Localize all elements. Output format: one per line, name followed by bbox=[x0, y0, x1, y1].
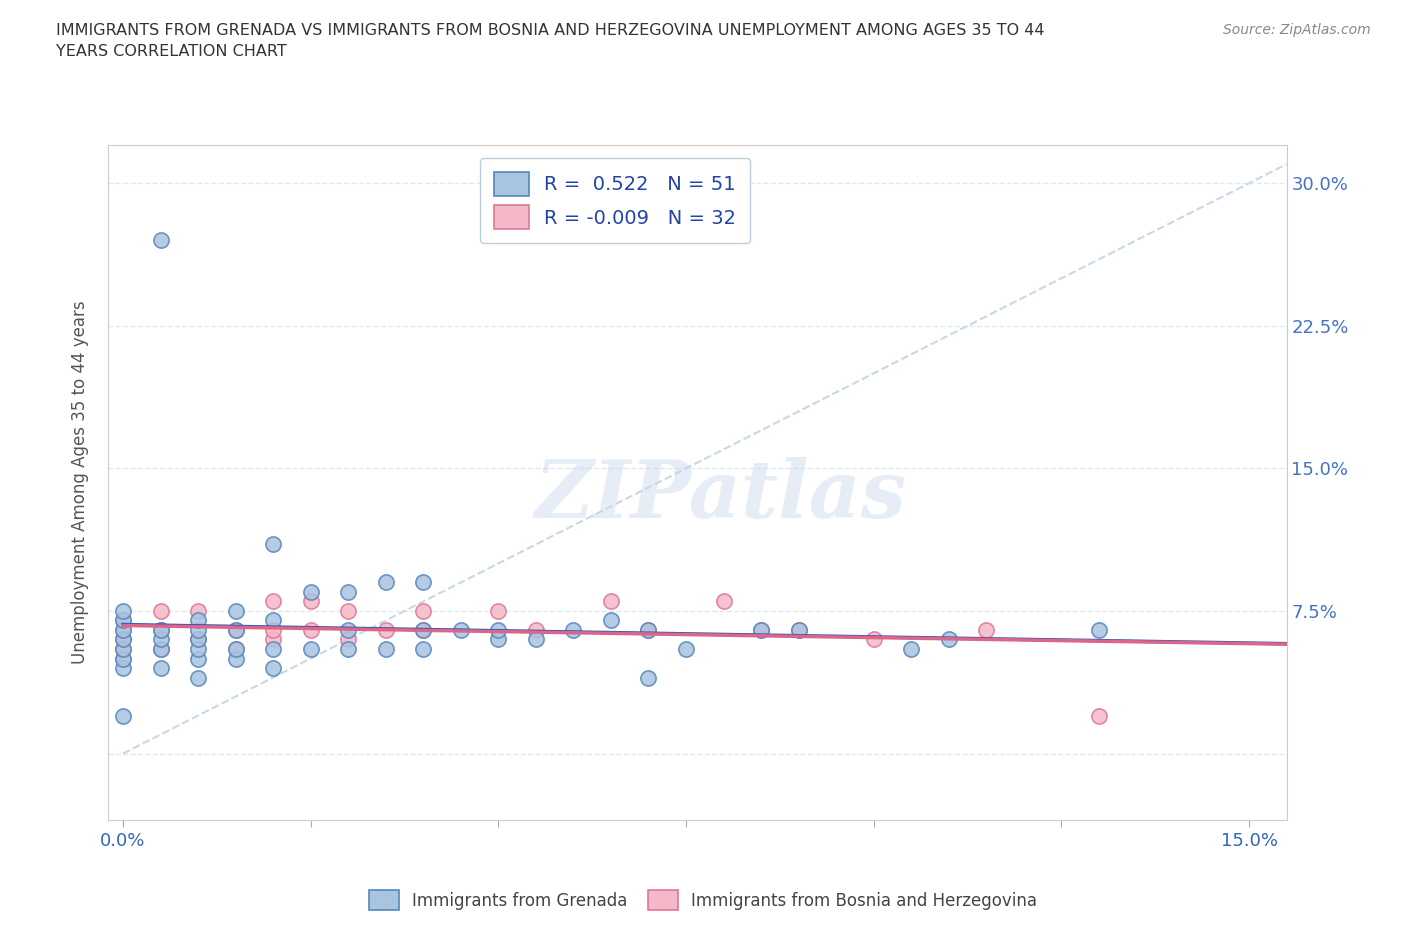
Point bbox=[187, 642, 209, 657]
Point bbox=[299, 585, 322, 600]
Point bbox=[111, 632, 134, 647]
Point bbox=[262, 642, 284, 657]
Point bbox=[225, 642, 247, 657]
Point bbox=[749, 622, 772, 637]
Point bbox=[225, 651, 247, 666]
Point bbox=[187, 632, 209, 647]
Point bbox=[149, 622, 172, 637]
Point bbox=[111, 622, 134, 637]
Point bbox=[262, 594, 284, 609]
Point bbox=[111, 632, 134, 647]
Point bbox=[111, 613, 134, 628]
Point bbox=[111, 642, 134, 657]
Point bbox=[637, 622, 659, 637]
Point bbox=[187, 632, 209, 647]
Point bbox=[225, 622, 247, 637]
Y-axis label: Unemployment Among Ages 35 to 44 years: Unemployment Among Ages 35 to 44 years bbox=[72, 300, 89, 664]
Point bbox=[149, 604, 172, 618]
Point bbox=[262, 622, 284, 637]
Point bbox=[299, 642, 322, 657]
Point bbox=[111, 622, 134, 637]
Point bbox=[412, 604, 434, 618]
Point bbox=[149, 642, 172, 657]
Point bbox=[374, 575, 396, 590]
Point bbox=[938, 632, 960, 647]
Point bbox=[337, 642, 360, 657]
Point bbox=[337, 632, 360, 647]
Point bbox=[637, 622, 659, 637]
Point bbox=[524, 622, 547, 637]
Point bbox=[486, 622, 509, 637]
Point bbox=[337, 604, 360, 618]
Point bbox=[600, 613, 623, 628]
Point bbox=[149, 622, 172, 637]
Point bbox=[1088, 622, 1111, 637]
Point bbox=[524, 632, 547, 647]
Point bbox=[450, 622, 472, 637]
Point bbox=[1088, 708, 1111, 723]
Text: ZIPatlas: ZIPatlas bbox=[534, 458, 907, 535]
Point bbox=[412, 622, 434, 637]
Point bbox=[337, 585, 360, 600]
Point bbox=[262, 632, 284, 647]
Point bbox=[600, 594, 623, 609]
Point bbox=[637, 671, 659, 685]
Point bbox=[187, 651, 209, 666]
Point bbox=[412, 642, 434, 657]
Point bbox=[749, 622, 772, 637]
Point bbox=[337, 622, 360, 637]
Point bbox=[787, 622, 810, 637]
Point bbox=[111, 660, 134, 675]
Point bbox=[187, 622, 209, 637]
Point bbox=[187, 671, 209, 685]
Point bbox=[862, 632, 884, 647]
Point bbox=[486, 604, 509, 618]
Point bbox=[374, 642, 396, 657]
Point bbox=[149, 642, 172, 657]
Text: Source: ZipAtlas.com: Source: ZipAtlas.com bbox=[1223, 23, 1371, 37]
Text: IMMIGRANTS FROM GRENADA VS IMMIGRANTS FROM BOSNIA AND HERZEGOVINA UNEMPLOYMENT A: IMMIGRANTS FROM GRENADA VS IMMIGRANTS FR… bbox=[56, 23, 1045, 60]
Point bbox=[111, 642, 134, 657]
Point bbox=[787, 622, 810, 637]
Point bbox=[675, 642, 697, 657]
Point bbox=[149, 632, 172, 647]
Point bbox=[149, 232, 172, 247]
Point bbox=[299, 594, 322, 609]
Point bbox=[486, 632, 509, 647]
Point bbox=[412, 622, 434, 637]
Point bbox=[374, 622, 396, 637]
Point bbox=[225, 642, 247, 657]
Legend: Immigrants from Grenada, Immigrants from Bosnia and Herzegovina: Immigrants from Grenada, Immigrants from… bbox=[363, 884, 1043, 917]
Point bbox=[262, 537, 284, 551]
Point bbox=[111, 604, 134, 618]
Point bbox=[111, 651, 134, 666]
Point bbox=[299, 622, 322, 637]
Point bbox=[111, 651, 134, 666]
Point bbox=[111, 708, 134, 723]
Point bbox=[900, 642, 922, 657]
Point bbox=[412, 575, 434, 590]
Point bbox=[225, 622, 247, 637]
Point bbox=[713, 594, 735, 609]
Point bbox=[187, 604, 209, 618]
Point bbox=[149, 660, 172, 675]
Point bbox=[974, 622, 997, 637]
Point bbox=[262, 613, 284, 628]
Point bbox=[187, 613, 209, 628]
Point bbox=[225, 604, 247, 618]
Point bbox=[562, 622, 585, 637]
Point bbox=[262, 660, 284, 675]
Point bbox=[111, 613, 134, 628]
Legend: R =  0.522   N = 51, R = -0.009   N = 32: R = 0.522 N = 51, R = -0.009 N = 32 bbox=[479, 158, 749, 243]
